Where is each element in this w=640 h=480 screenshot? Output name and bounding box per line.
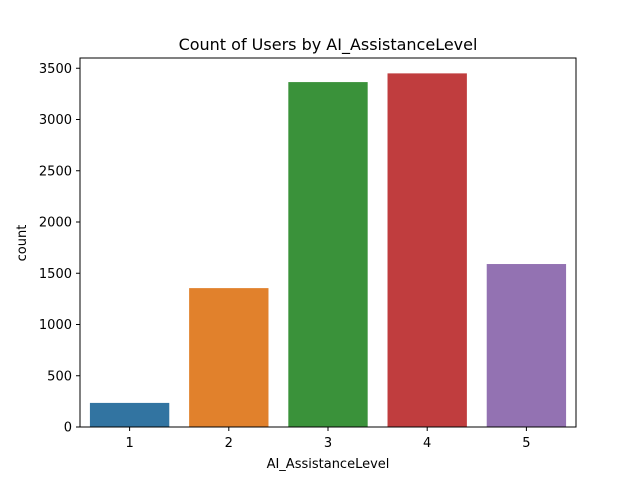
bar-5 <box>486 264 567 427</box>
bar-2 <box>189 288 269 427</box>
y-tick-label: 3500 <box>39 62 72 77</box>
chart-title: Count of Users by AI_AssistanceLevel <box>179 35 478 55</box>
x-tick-label: 4 <box>423 436 431 451</box>
x-tick-label: 2 <box>225 436 233 451</box>
y-tick-label: 500 <box>47 369 72 384</box>
y-tick-label: 2000 <box>39 216 72 231</box>
plot-area: 0 500 1000 1500 2000 2500 3000 3500 1 2 3 4 5 <box>39 57 577 451</box>
bar-1 <box>89 402 170 427</box>
x-tick-label: 3 <box>324 436 332 451</box>
y-tick-label: 3000 <box>39 113 72 128</box>
y-tick-label: 0 <box>64 421 72 436</box>
x-axis-label: AI_AssistanceLevel <box>267 457 390 472</box>
y-tick-label: 1500 <box>39 267 72 282</box>
y-axis-label: count <box>15 225 30 262</box>
x-tick-label: 1 <box>125 436 133 451</box>
x-tick-label: 5 <box>522 436 530 451</box>
y-tick-label: 1000 <box>39 318 72 333</box>
bar-4 <box>387 73 467 427</box>
bar-3 <box>288 82 368 428</box>
y-tick-label: 2500 <box>39 164 72 179</box>
